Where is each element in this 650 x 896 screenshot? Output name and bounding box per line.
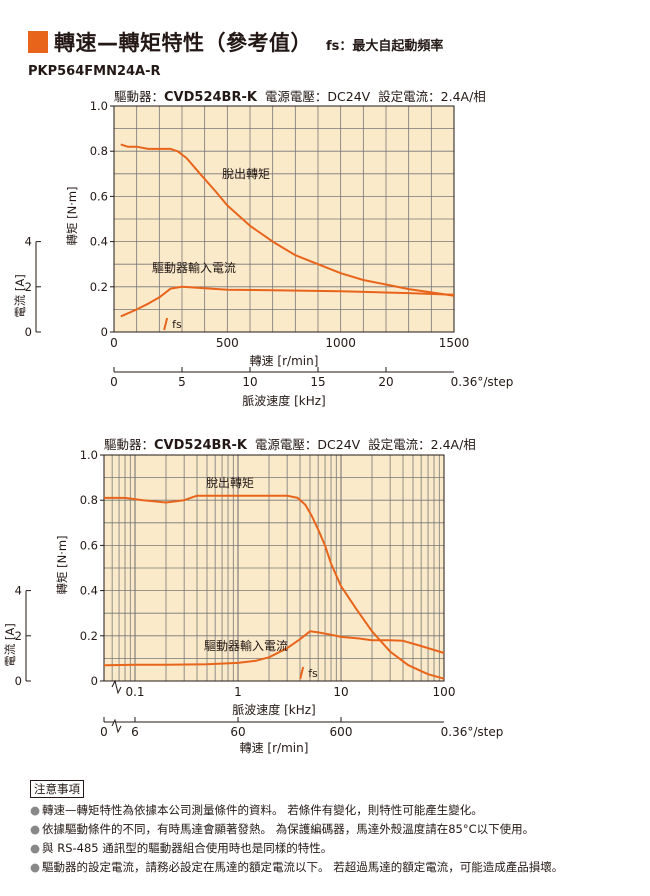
current-axis-label: 電流 [A]: [13, 274, 27, 318]
bullet-icon: ●: [30, 860, 41, 874]
current-tick-label: 0: [25, 325, 32, 339]
input-current-label: 驅動器輸入電流: [204, 638, 288, 653]
pullout-torque-line: [120, 143, 455, 297]
secondary-tick-label: 600: [330, 725, 353, 739]
x-tick-label: 1500: [439, 336, 470, 350]
current-tick-label: 2: [15, 629, 22, 643]
x-axis-label: 轉速 [r/min]: [250, 354, 319, 368]
x-axis-label: 脈波速度 [kHz]: [232, 702, 315, 717]
bullet-icon: ●: [30, 841, 41, 855]
x-tick-label: 0.1: [125, 685, 144, 699]
driver-model: CVD524BR-K: [164, 90, 257, 105]
torque-tick-label: 1.0: [90, 99, 108, 113]
current-axis-label: 電流 [A]: [3, 623, 17, 667]
bullet-icon: ●: [30, 822, 41, 836]
set-current: 設定電流：2.4A/相: [368, 437, 476, 452]
notes-section: 注意事項 ● 轉速—轉矩特性為依據本公司測量條件的資料。 若條件有變化，則特性可能…: [30, 780, 630, 877]
title-marker: [28, 31, 48, 53]
note-text: 依據驅動條件的不同，有時馬達會顯著發熱。 為保護編碼器，馬達外殼溫度請在85°C…: [42, 822, 535, 836]
x-tick-label: 100: [433, 685, 456, 699]
fs-marker: [163, 317, 169, 331]
plot-frame: [103, 454, 445, 682]
secondary-tick-label: 0: [100, 725, 108, 739]
step-angle-label: 0.36°/step: [451, 375, 514, 389]
axis-break-icon: [111, 679, 122, 695]
secondary-tick-label: 10: [242, 375, 257, 389]
torque-axis-label: 轉矩 [N·m]: [65, 186, 79, 245]
x-tick-label: 0: [110, 336, 118, 350]
supply-voltage: 電源電壓：DC24V: [264, 89, 371, 104]
driver-model: CVD524BR-K: [154, 438, 247, 453]
current-tick-label: 0: [15, 674, 22, 688]
note-item: ● 驅動器的設定電流，請務必設定在馬達的額定電流以下。 若超過馬達的額定電流，可能…: [30, 858, 630, 877]
secondary-axis-label: 脈波速度 [kHz]: [242, 393, 325, 408]
driver-prefix: 驅動器：: [114, 89, 165, 104]
set-current: 設定電流：2.4A/相: [378, 89, 486, 104]
chart1-conditions: 驅動器：CVD524BR-K 電源電壓：DC24V 設定電流：2.4A/相: [114, 86, 486, 105]
fs-definition: fs：最大自起動頻率: [326, 38, 444, 54]
fs-label: fs: [308, 667, 318, 680]
torque-tick-label: 0: [101, 325, 108, 339]
input-current-label: 驅動器輸入電流: [152, 260, 236, 275]
input-current-line: [103, 630, 445, 667]
pullout-torque-label: 脫出轉矩: [222, 166, 270, 181]
current-tick-label: 4: [25, 235, 32, 249]
supply-voltage: 電源電壓：DC24V: [254, 437, 361, 452]
note-text: 轉速—轉矩特性為依據本公司測量條件的資料。 若條件有變化，則特性可能產生變化。: [42, 803, 483, 817]
secondary-tick-label: 5: [178, 375, 186, 389]
fs-label: fs: [172, 318, 182, 331]
secondary-tick-label: 0: [110, 375, 118, 389]
x-tick-label: 1: [234, 685, 242, 699]
torque-tick-label: 0.8: [90, 144, 108, 158]
notes-title: 注意事項: [30, 780, 84, 798]
torque-axis-label: 轉矩 [N·m]: [55, 535, 69, 594]
bullet-icon: ●: [30, 803, 41, 817]
x-tick-label: 1000: [325, 336, 356, 350]
fs-marker: [299, 666, 305, 680]
note-text: 與 RS-485 通訊型的驅動器組合使用時也是同樣的特性。: [42, 841, 333, 855]
torque-tick-label: 0.6: [90, 189, 108, 203]
torque-tick-label: 0.8: [80, 493, 98, 507]
current-tick-label: 2: [25, 280, 32, 294]
page-title: 轉速—轉矩特性（參考值）: [54, 31, 312, 55]
chart2-conditions: 驅動器：CVD524BR-K 電源電壓：DC24V 設定電流：2.4A/相: [104, 434, 476, 453]
torque-tick-label: 0.2: [90, 280, 108, 294]
torque-tick-label: 0.4: [80, 584, 98, 598]
note-item: ● 轉速—轉矩特性為依據本公司測量條件的資料。 若條件有變化，則特性可能產生變化。: [30, 801, 630, 820]
driver-prefix: 驅動器：: [104, 437, 155, 452]
torque-tick-label: 0.2: [80, 629, 98, 643]
model-number: PKP564FMN24A-R: [28, 64, 161, 79]
secondary-tick-label: 60: [230, 725, 245, 739]
torque-tick-label: 1.0: [80, 448, 98, 462]
pullout-torque-label: 脫出轉矩: [206, 475, 254, 490]
note-text: 驅動器的設定電流，請務必設定在馬達的額定電流以下。 若超過馬達的額定電流，可能造…: [42, 860, 564, 874]
step-angle-label: 0.36°/step: [441, 725, 504, 739]
torque-tick-label: 0.6: [80, 538, 98, 552]
note-item: ● 依據驅動條件的不同，有時馬達會顯著發熱。 為保護編碼器，馬達外殼溫度請在85°…: [30, 820, 630, 839]
pullout-torque-line: [104, 494, 445, 680]
plot-frame: [113, 105, 455, 333]
x-tick-label: 10: [333, 685, 348, 699]
axis-break-icon: [111, 718, 122, 734]
secondary-tick-label: 20: [378, 375, 393, 389]
title-row: 轉速—轉矩特性（參考值） fs：最大自起動頻率: [28, 28, 443, 56]
secondary-tick-label: 6: [131, 725, 139, 739]
secondary-axis-label: 轉速 [r/min]: [240, 741, 309, 755]
secondary-tick-label: 15: [310, 375, 325, 389]
input-current-line: [120, 285, 455, 318]
current-tick-label: 4: [15, 584, 22, 598]
note-item: ● 與 RS-485 通訊型的驅動器組合使用時也是同樣的特性。: [30, 839, 630, 858]
x-tick-label: 500: [216, 336, 239, 350]
torque-tick-label: 0.4: [90, 235, 108, 249]
torque-tick-label: 0: [91, 674, 98, 688]
